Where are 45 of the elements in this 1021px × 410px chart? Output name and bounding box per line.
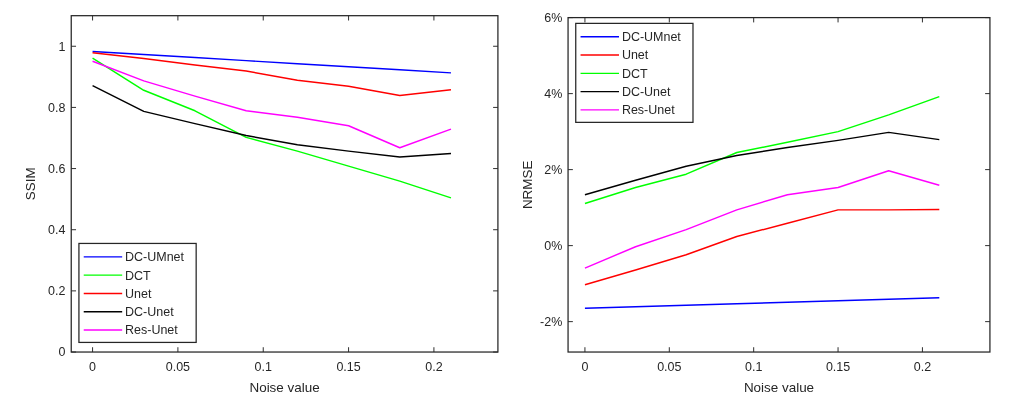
y-tick-label: 4% — [544, 86, 563, 101]
legend-label: Res-Unet — [125, 323, 179, 338]
y-tick-label: 0.6 — [48, 161, 66, 176]
x-tick-label: 0.1 — [254, 360, 272, 375]
x-tick-label: 0.05 — [165, 360, 191, 375]
x-tick-label: 0.15 — [336, 360, 361, 375]
x-axis-title: Noise value — [743, 380, 815, 396]
line-series — [91, 51, 452, 97]
line-series — [584, 131, 941, 196]
x-tick-label: 0.2 — [425, 360, 443, 375]
line-series — [584, 95, 941, 205]
y-tick-label: 6% — [544, 10, 563, 25]
x-axis-title: Noise value — [249, 380, 320, 396]
y-tick-label: 0% — [544, 239, 563, 253]
legend-label: Unet — [125, 286, 152, 301]
legend-label: Unet — [621, 48, 649, 63]
x-tick-label: 0 — [581, 360, 589, 375]
line-series — [91, 57, 452, 199]
x-tick-label: 0.15 — [825, 360, 851, 375]
y-axis-title: SSIM — [22, 167, 38, 201]
legend-label: DC-UMnet — [125, 250, 185, 265]
legend-label: DCT — [621, 66, 648, 81]
y-axis-title: NRMSE — [519, 160, 535, 210]
legend-label: DC-Unet — [125, 305, 175, 320]
line-series — [91, 84, 452, 158]
x-tick-label: 0.2 — [913, 360, 932, 375]
x-tick-label: 0 — [89, 360, 97, 375]
legend-label: DC-UMnet — [621, 30, 682, 45]
y-tick-label: 2% — [544, 162, 563, 177]
line-series — [584, 208, 941, 286]
y-tick-label: 1 — [58, 39, 66, 54]
line-series — [584, 296, 941, 310]
legend-label: Res-Unet — [621, 103, 676, 118]
line-series — [91, 60, 452, 149]
y-tick-label: 0.4 — [48, 223, 66, 238]
y-tick-label: 0 — [58, 345, 66, 360]
line-series — [91, 50, 452, 74]
line-series — [584, 170, 941, 269]
x-tick-label: 0.05 — [657, 360, 682, 375]
legend-label: DC-Unet — [621, 84, 671, 99]
y-tick-label: -2% — [540, 315, 563, 329]
x-tick-label: 0.1 — [745, 360, 763, 375]
y-tick-label: 0.8 — [48, 100, 66, 115]
legend-label: DCT — [125, 268, 152, 283]
y-tick-label: 0.2 — [48, 284, 66, 299]
